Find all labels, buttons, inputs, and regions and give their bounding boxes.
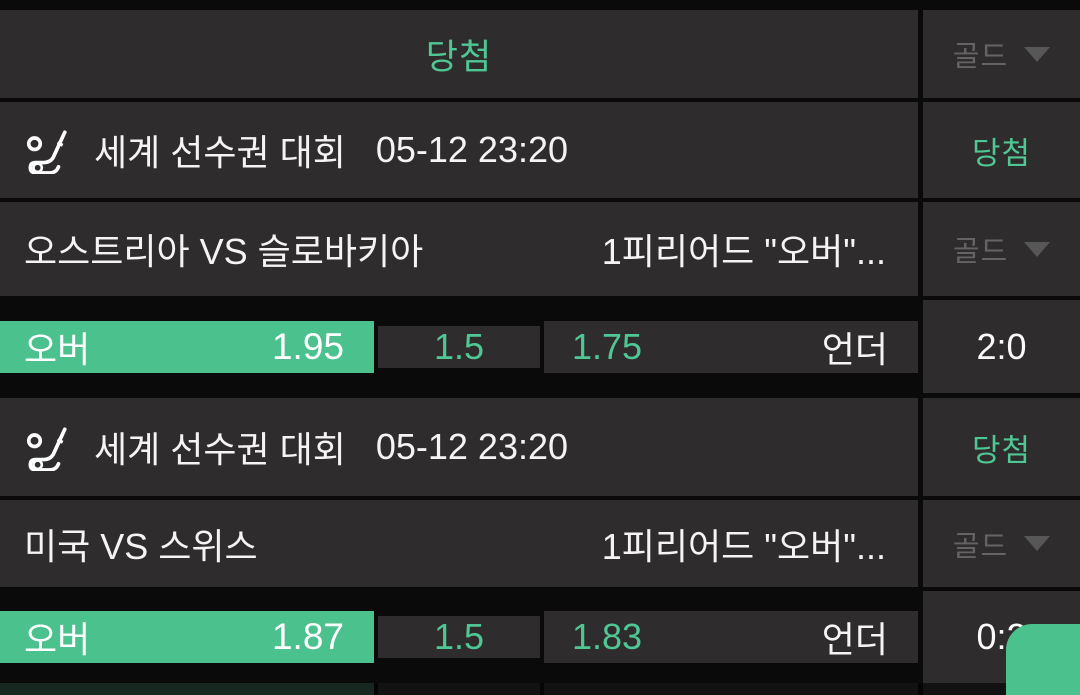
currency-label: 골드 [952, 530, 1009, 563]
header-side-cell: 골드 [923, 10, 1080, 98]
status-badge: 당첨 [971, 135, 1032, 171]
under-option[interactable]: 1.83 언더 [544, 611, 918, 663]
selected-over-option[interactable]: 오버 1.87 [0, 611, 374, 663]
line-cell: 1.5 [378, 325, 540, 368]
column-divider [918, 398, 923, 496]
row-divider [0, 393, 1080, 398]
ticket1-odds-cells: 오버 1.95 1.5 1.75 언더 [0, 300, 918, 393]
chevron-down-icon [1024, 536, 1051, 551]
teams-label: 미국 VS 스위스 [24, 525, 258, 567]
hockey-stick-icon [26, 130, 67, 174]
selected-over-option[interactable]: 오버 1.95 [0, 320, 374, 373]
handicap-line: 1.5 [433, 325, 485, 367]
over-odds: 1.87 [271, 616, 344, 657]
match-score: 2:0 [976, 325, 1027, 367]
teams-label: 오스트리아 VS 슬로바키아 [24, 231, 424, 272]
currency-dropdown[interactable]: 골드 [952, 228, 1051, 270]
league-name: 세계 선수권 대회 [94, 132, 346, 173]
row-divider [0, 296, 1080, 300]
page-result-label: 당첨 [425, 37, 493, 77]
under-label: 언더 [821, 619, 888, 660]
handicap-line: 1.5 [433, 616, 485, 657]
ticket1-score-cell: 2:0 [923, 300, 1080, 393]
column-divider [918, 10, 923, 98]
ticket1-teams-row: 오스트리아 VS 슬로바키아 1피리어드 "오버"... 골드 [0, 202, 1080, 296]
ticket1-currency-cell: 골드 [923, 202, 1080, 296]
column-divider [918, 102, 923, 198]
ticket2-odds-row: 오버 1.87 1.5 1.83 언더 0:2 [0, 591, 1080, 683]
currency-label: 골드 [952, 41, 1009, 73]
status-badge: 당첨 [971, 432, 1032, 468]
currency-dropdown[interactable]: 골드 [952, 33, 1051, 75]
match-datetime: 05-12 23:20 [375, 129, 569, 170]
chevron-down-icon [1024, 241, 1051, 257]
under-odds: 1.83 [572, 616, 643, 657]
ticket2-status-cell: 당첨 [923, 398, 1080, 496]
over-label: 오버 [24, 328, 91, 370]
ticket2-teams-row: 미국 VS 스위스 1피리어드 "오버"... 골드 [0, 500, 1080, 587]
under-option[interactable]: 1.75 언더 [544, 320, 918, 373]
row-divider [0, 587, 1080, 591]
over-label: 오버 [24, 619, 91, 660]
line-cell: 1.5 [378, 616, 540, 658]
column-divider [918, 300, 923, 393]
column-divider [918, 202, 923, 296]
under-odds: 1.75 [572, 325, 643, 367]
row-divider [0, 496, 1080, 500]
market-label: 1피리어드 "오버"... [601, 525, 886, 567]
ticket2-currency-cell: 골드 [923, 500, 1080, 587]
header-row: 당첨 골드 [0, 10, 1080, 98]
ticket1-status-cell: 당첨 [923, 102, 1080, 198]
ticket1-match-row: 세계 선수권 대회 05-12 23:20 당첨 [0, 102, 1080, 198]
ticket2-match-row: 세계 선수권 대회 05-12 23:20 당첨 [0, 398, 1080, 496]
ticket2-match-cell: 세계 선수권 대회 05-12 23:20 [0, 398, 918, 496]
column-divider [918, 500, 923, 587]
match-datetime: 05-12 23:20 [375, 426, 569, 467]
ticket2-odds-cells: 오버 1.87 1.5 1.83 언더 [0, 591, 918, 683]
floating-action-button[interactable] [1006, 624, 1080, 695]
header-main-cell: 당첨 [0, 10, 918, 98]
chevron-down-icon [1024, 46, 1051, 62]
currency-label: 골드 [952, 236, 1009, 268]
hockey-stick-icon [26, 427, 67, 471]
over-odds: 1.95 [271, 325, 344, 367]
ticket1-match-cell: 세계 선수권 대회 05-12 23:20 [0, 102, 918, 198]
ticket1-odds-row: 오버 1.95 1.5 1.75 언더 2:0 [0, 300, 1080, 393]
column-divider [918, 591, 923, 683]
market-label: 1피리어드 "오버"... [601, 231, 886, 272]
currency-dropdown[interactable]: 골드 [952, 523, 1051, 565]
row-divider [0, 198, 1080, 202]
league-name: 세계 선수권 대회 [94, 429, 346, 470]
ticket1-teams-cell: 오스트리아 VS 슬로바키아 1피리어드 "오버"... [0, 202, 918, 296]
top-divider-strip [0, 0, 1080, 10]
bottom-divider-strip [0, 683, 1080, 695]
under-label: 언더 [821, 328, 888, 370]
ticket2-teams-cell: 미국 VS 스위스 1피리어드 "오버"... [0, 500, 918, 587]
row-divider [0, 98, 1080, 102]
